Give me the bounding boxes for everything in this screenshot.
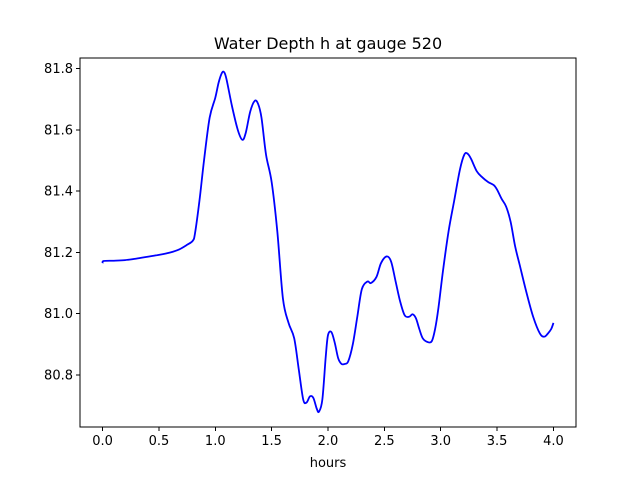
- y-tick-label: 80.8: [44, 368, 73, 383]
- plot-area: [101, 70, 555, 414]
- y-tick-label: 81.2: [44, 246, 73, 261]
- x-axis-label: hours: [310, 456, 347, 471]
- x-tick-label: 1.5: [261, 434, 282, 449]
- x-tick-label: 0.0: [92, 434, 113, 449]
- series-line-0: [101, 70, 555, 414]
- x-tick-label: 3.5: [487, 434, 508, 449]
- x-tick-label: 1.0: [205, 434, 226, 449]
- axes-frame: [79, 57, 577, 428]
- x-tick-label: 4.0: [543, 434, 564, 449]
- y-tick-label: 81.6: [44, 123, 73, 138]
- chart-title: Water Depth h at gauge 520: [214, 34, 442, 53]
- y-tick-label: 81.0: [44, 307, 73, 322]
- x-tick-label: 2.0: [318, 434, 339, 449]
- x-tick-label: 0.5: [149, 434, 170, 449]
- x-tick-label: 2.5: [374, 434, 395, 449]
- x-tick-label: 3.0: [430, 434, 451, 449]
- axes: 0.0 0.5 1.0 1.5 2.0 2.5 3.0 3.5 4.0 80.8 81.0 81.2 8…: [44, 57, 577, 449]
- y-tick-label: 81.8: [44, 62, 73, 77]
- y-tick-label: 81.4: [44, 185, 73, 200]
